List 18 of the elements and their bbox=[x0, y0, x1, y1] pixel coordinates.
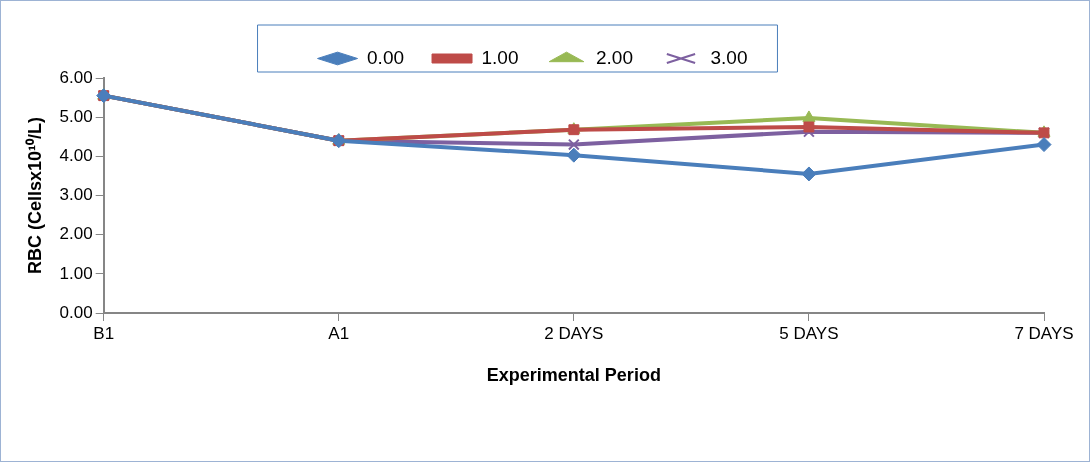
y-tick-label: 3.00 bbox=[59, 185, 93, 205]
x-tick-label: A1 bbox=[328, 323, 350, 343]
x-axis-title: Experimental Period bbox=[486, 365, 661, 386]
y-tick-label: 0.00 bbox=[59, 302, 93, 322]
legend-label: 1.00 bbox=[481, 46, 519, 68]
y-tick-label: 1.00 bbox=[59, 263, 93, 283]
x-tick-label: B1 bbox=[93, 323, 115, 343]
x-tick-label: 7 DAYS bbox=[1014, 323, 1074, 343]
x-tick-label: 2 DAYS bbox=[544, 323, 604, 343]
x-tick-label: 5 DAYS bbox=[779, 323, 839, 343]
y-tick-label: 5.00 bbox=[59, 106, 93, 126]
legend-label: 0.00 bbox=[367, 46, 405, 68]
y-tick-label: 6.00 bbox=[59, 67, 93, 87]
legend-label: 2.00 bbox=[596, 46, 633, 68]
legend-label: 3.00 bbox=[710, 46, 748, 68]
y-tick-label: 2.00 bbox=[59, 224, 93, 244]
y-axis-title: RBC (Cellsx10¹⁰/L) bbox=[24, 116, 45, 275]
y-tick-label: 4.00 bbox=[59, 146, 93, 166]
